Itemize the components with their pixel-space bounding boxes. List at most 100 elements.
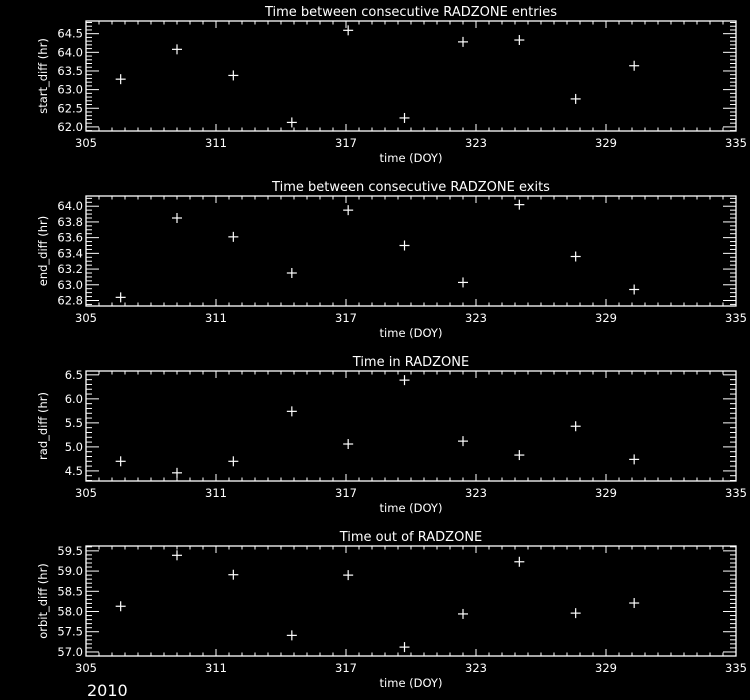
x-tick-label: 329 (595, 136, 617, 150)
y-tick-label: 58.5 (57, 584, 83, 598)
x-tick-label: 305 (75, 136, 97, 150)
x-axis-label: time (DOY) (380, 326, 443, 340)
plot-frame (85, 20, 737, 132)
chart-title: Time between consecutive RADZONE exits (271, 180, 550, 195)
y-tick-label: 58.0 (57, 605, 83, 619)
chart-title: Time out of RADZONE (339, 530, 483, 545)
data-point (115, 601, 126, 612)
y-tick-label: 5.5 (65, 416, 83, 430)
data-point (514, 199, 525, 210)
data-point (514, 450, 525, 461)
data-point (343, 570, 354, 581)
data-point (514, 35, 525, 46)
x-tick-label: 329 (595, 661, 617, 675)
data-point (286, 117, 297, 128)
x-tick-label: 317 (335, 486, 357, 500)
data-point (115, 292, 126, 303)
data-point (629, 598, 640, 609)
data-point (458, 36, 468, 47)
data-point (399, 642, 410, 653)
x-tick-label: 311 (205, 136, 227, 150)
chart-title: Time between consecutive RADZONE entries (264, 5, 557, 20)
y-axis-label: start_diff (hr) (36, 38, 50, 114)
data-point (172, 550, 182, 561)
panel-4: Time out of RADZONE 305 311 317 323 329 335 tim… (36, 530, 747, 690)
x-tick-label: 329 (595, 311, 617, 325)
data-point (570, 421, 581, 432)
data-point (343, 25, 354, 36)
x-tick-label: 329 (595, 486, 617, 500)
data-point (343, 205, 354, 216)
x-tick-label: 323 (465, 486, 487, 500)
data-point (458, 277, 468, 288)
data-point (343, 439, 354, 450)
plot-frame (85, 370, 737, 482)
chart-title: Time in RADZONE (352, 355, 469, 370)
y-tick-label: 63.0 (57, 278, 83, 292)
data-point (570, 93, 581, 104)
x-tick-label: 317 (335, 311, 357, 325)
data-point (629, 454, 640, 465)
data-point (399, 240, 410, 251)
data-point (286, 406, 297, 417)
data-point (399, 375, 410, 386)
y-tick-label: 63.0 (57, 83, 83, 97)
panel-2: Time between consecutive RADZONE exits 30… (36, 180, 747, 340)
x-axis-label: time (DOY) (380, 676, 443, 690)
data-point (629, 60, 640, 71)
y-tick-label: 62.8 (57, 294, 83, 308)
data-point (629, 284, 640, 295)
y-tick-label: 5.0 (65, 440, 83, 454)
plot-frame (85, 545, 737, 657)
data-point (172, 213, 182, 223)
data-point (115, 74, 126, 85)
data-point (228, 231, 239, 242)
x-tick-label: 335 (725, 486, 747, 500)
x-tick-label: 305 (75, 486, 97, 500)
x-tick-label: 335 (725, 136, 747, 150)
x-tick-label: 311 (205, 661, 227, 675)
data-point (399, 112, 410, 123)
y-axis-label: orbit_diff (hr) (36, 563, 50, 639)
x-tick-label: 317 (335, 661, 357, 675)
y-tick-label: 59.0 (57, 564, 83, 578)
data-point (172, 44, 182, 55)
data-point (228, 456, 239, 467)
data-point (570, 608, 581, 619)
y-tick-label: 6.5 (65, 368, 83, 382)
x-tick-label: 323 (465, 661, 487, 675)
year-label: 2010 (87, 681, 128, 700)
x-tick-label: 335 (725, 661, 747, 675)
data-point (458, 436, 468, 447)
y-tick-label: 63.2 (57, 262, 83, 276)
y-tick-label: 59.5 (57, 544, 83, 558)
data-point (115, 456, 126, 467)
x-tick-label: 305 (75, 311, 97, 325)
y-tick-label: 57.5 (57, 625, 83, 639)
x-tick-label: 335 (725, 311, 747, 325)
y-tick-label: 64.5 (57, 27, 83, 41)
y-tick-label: 63.4 (57, 246, 83, 260)
data-point (172, 467, 182, 478)
y-tick-label: 63.6 (57, 231, 83, 245)
x-axis-label: time (DOY) (380, 151, 443, 165)
x-tick-label: 311 (205, 311, 227, 325)
x-tick-label: 323 (465, 136, 487, 150)
y-tick-label: 62.0 (57, 120, 83, 134)
x-tick-label: 323 (465, 311, 487, 325)
data-point (228, 70, 239, 81)
panel-3: Time in RADZONE 305 311 317 323 329 335 time (D… (36, 355, 747, 515)
x-axis-label: time (DOY) (380, 501, 443, 515)
data-point (228, 569, 239, 580)
y-tick-label: 62.5 (57, 101, 83, 115)
x-tick-label: 317 (335, 136, 357, 150)
y-tick-label: 6.0 (65, 392, 83, 406)
x-tick-label: 311 (205, 486, 227, 500)
data-point (570, 251, 581, 262)
y-tick-label: 64.0 (57, 199, 83, 213)
y-tick-label: 57.0 (57, 645, 83, 659)
y-tick-label: 63.5 (57, 64, 83, 78)
y-axis-label: end_diff (hr) (36, 216, 50, 286)
x-tick-label: 305 (75, 661, 97, 675)
